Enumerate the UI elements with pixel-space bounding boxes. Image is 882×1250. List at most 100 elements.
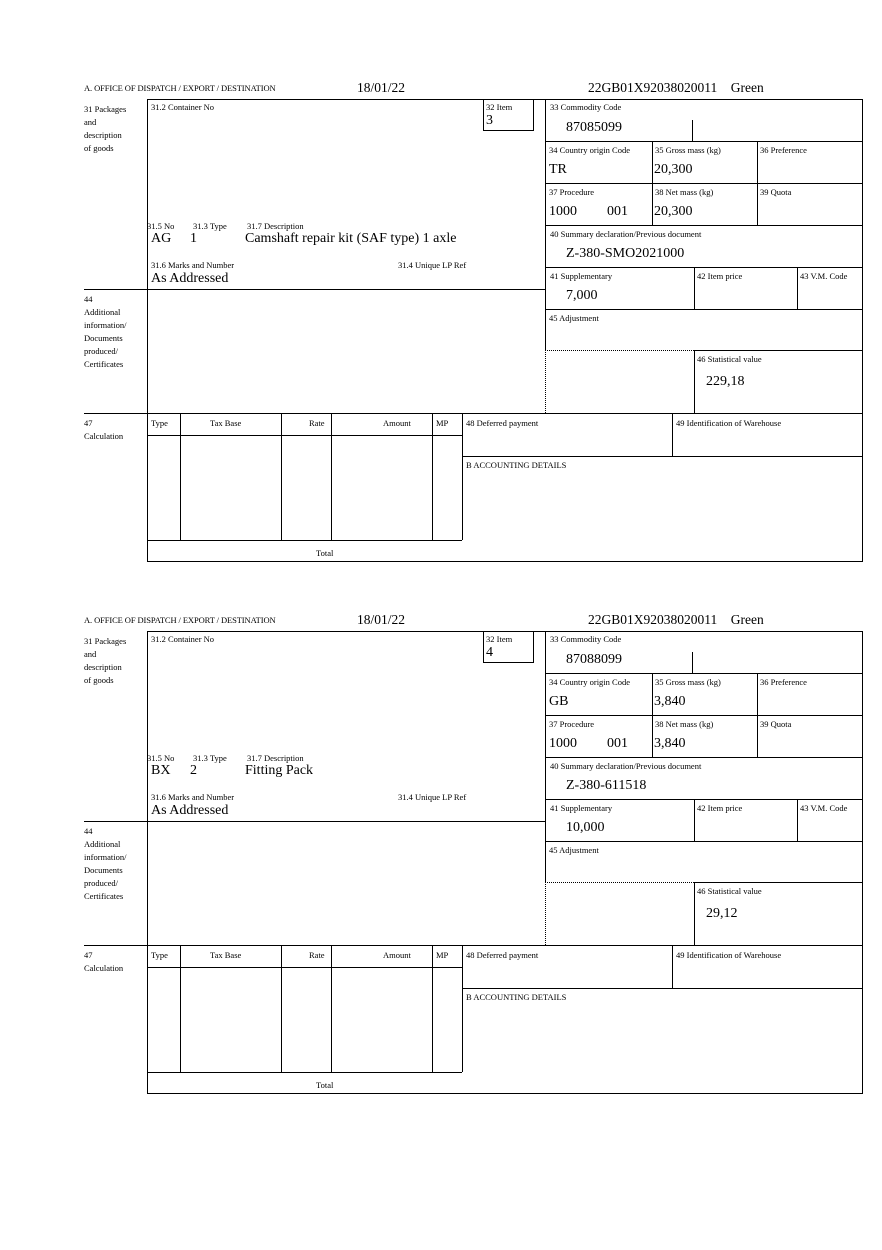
- supplementary-value: 10,000: [566, 820, 605, 835]
- additional-info-label: 44 Additional information/ Documents pro…: [84, 294, 127, 369]
- declaration-reference: 22GB01X92038020011 Green: [588, 80, 764, 95]
- date: 18/01/22: [357, 612, 406, 627]
- divider: [797, 799, 798, 841]
- supplementary-label: 41 Supplementary: [550, 803, 613, 813]
- commodity-code-label: 33 Commodity Code: [550, 634, 622, 644]
- calc-tax-base-header: Tax Base: [210, 418, 242, 428]
- procedure-label: 37 Procedure: [549, 719, 595, 729]
- quota-label: 39 Quota: [760, 187, 792, 197]
- summary-doc-value: Z-380-611518: [566, 778, 647, 793]
- divider: [462, 988, 862, 989]
- form-border: [147, 631, 863, 1094]
- gross-mass-label: 35 Gross mass (kg): [655, 145, 721, 155]
- unique-ref-label: 31.4 Unique LP Ref: [398, 260, 467, 270]
- additional-info-label: 44 Additional information/ Documents pro…: [84, 826, 127, 901]
- summary-doc-value: Z-380-SMO2021000: [566, 246, 685, 261]
- commodity-code-label: 33 Commodity Code: [550, 102, 622, 112]
- divider: [462, 413, 463, 540]
- summary-doc-label: 40 Summary declaration/Previous document: [550, 229, 702, 239]
- customs-item-form: A. OFFICE OF DISPATCH / EXPORT / DESTINA…: [0, 612, 882, 1112]
- pkg-type-label: 31.3 Type: [193, 221, 227, 231]
- container-no-label: 31.2 Container No: [151, 102, 215, 112]
- divider: [694, 882, 862, 883]
- marks-value: As Addressed: [151, 271, 229, 286]
- divider: [84, 289, 545, 290]
- description-value: Camshaft repair kit (SAF type) 1 axle: [245, 231, 457, 246]
- divider: [545, 673, 862, 674]
- net-mass-label: 38 Net mass (kg): [655, 187, 714, 197]
- supplementary-value: 7,000: [566, 288, 598, 303]
- divider: [84, 821, 545, 822]
- item-value: 4: [486, 645, 493, 660]
- calc-type-header: Type: [151, 950, 168, 960]
- divider: [694, 799, 695, 841]
- summary-doc-label: 40 Summary declaration/Previous document: [550, 761, 702, 771]
- description-value: Fitting Pack: [245, 763, 314, 778]
- country-origin-value: GB: [549, 694, 569, 709]
- calc-mp-header: MP: [436, 950, 449, 960]
- statistical-value: 229,18: [706, 374, 745, 389]
- divider: [432, 413, 433, 540]
- calculation-label: 47 Calculation: [84, 418, 124, 441]
- divider: [694, 350, 695, 413]
- description-label: 31.7 Description: [247, 753, 304, 763]
- pkg-no-label: 31.5 No: [147, 221, 175, 231]
- customs-item-form: A. OFFICE OF DISPATCH / EXPORT / DESTINA…: [0, 80, 882, 580]
- supplementary-label: 41 Supplementary: [550, 271, 613, 281]
- net-mass-value: 3,840: [654, 736, 686, 751]
- form-border: [147, 99, 863, 562]
- country-origin-label: 34 Country origin Code: [549, 677, 630, 687]
- divider: [545, 757, 862, 758]
- total-label: Total: [316, 1080, 334, 1090]
- item-value: 3: [486, 113, 493, 128]
- divider: [281, 945, 282, 1072]
- calc-amount-header: Amount: [383, 418, 411, 428]
- statistical-value: 29,12: [706, 906, 738, 921]
- divider: [545, 225, 862, 226]
- commodity-code-value: 87088099: [566, 652, 622, 667]
- divider: [180, 413, 181, 540]
- divider: [147, 540, 462, 541]
- gross-mass-value: 20,300: [654, 162, 693, 177]
- description-label: 31.7 Description: [247, 221, 304, 231]
- gross-mass-label: 35 Gross mass (kg): [655, 677, 721, 687]
- item-box: [483, 99, 534, 131]
- commodity-code-value: 87085099: [566, 120, 622, 135]
- divider: [281, 413, 282, 540]
- country-origin-label: 34 Country origin Code: [549, 145, 630, 155]
- divider: [180, 945, 181, 1072]
- divider: [545, 841, 862, 842]
- procedure-value: 1000: [549, 204, 577, 219]
- calc-rate-header: Rate: [309, 950, 325, 960]
- divider: [672, 413, 673, 456]
- marks-label: 31.6 Marks and Number: [151, 792, 235, 802]
- dotted-divider: [545, 350, 546, 413]
- divider: [545, 183, 862, 184]
- divider: [331, 945, 332, 1072]
- divider: [84, 945, 862, 946]
- procedure-value: 1000: [549, 736, 577, 751]
- net-mass-label: 38 Net mass (kg): [655, 719, 714, 729]
- divider: [797, 267, 798, 309]
- divider: [545, 309, 862, 310]
- pkg-no-value: BX: [151, 763, 171, 778]
- divider: [692, 652, 693, 673]
- divider: [84, 413, 862, 414]
- pkg-type-value: 1: [190, 231, 197, 246]
- adjustment-label: 45 Adjustment: [549, 313, 599, 323]
- divider: [694, 350, 862, 351]
- deferred-payment-label: 48 Deferred payment: [466, 950, 539, 960]
- calc-rate-header: Rate: [309, 418, 325, 428]
- calc-tax-base-header: Tax Base: [210, 950, 242, 960]
- deferred-payment-label: 48 Deferred payment: [466, 418, 539, 428]
- divider: [432, 945, 433, 1072]
- adjustment-label: 45 Adjustment: [549, 845, 599, 855]
- divider: [462, 456, 862, 457]
- divider: [545, 799, 862, 800]
- unique-ref-label: 31.4 Unique LP Ref: [398, 792, 467, 802]
- dotted-divider: [545, 350, 694, 351]
- declaration-reference: 22GB01X92038020011 Green: [588, 612, 764, 627]
- quota-label: 39 Quota: [760, 719, 792, 729]
- divider: [652, 673, 653, 757]
- divider: [331, 413, 332, 540]
